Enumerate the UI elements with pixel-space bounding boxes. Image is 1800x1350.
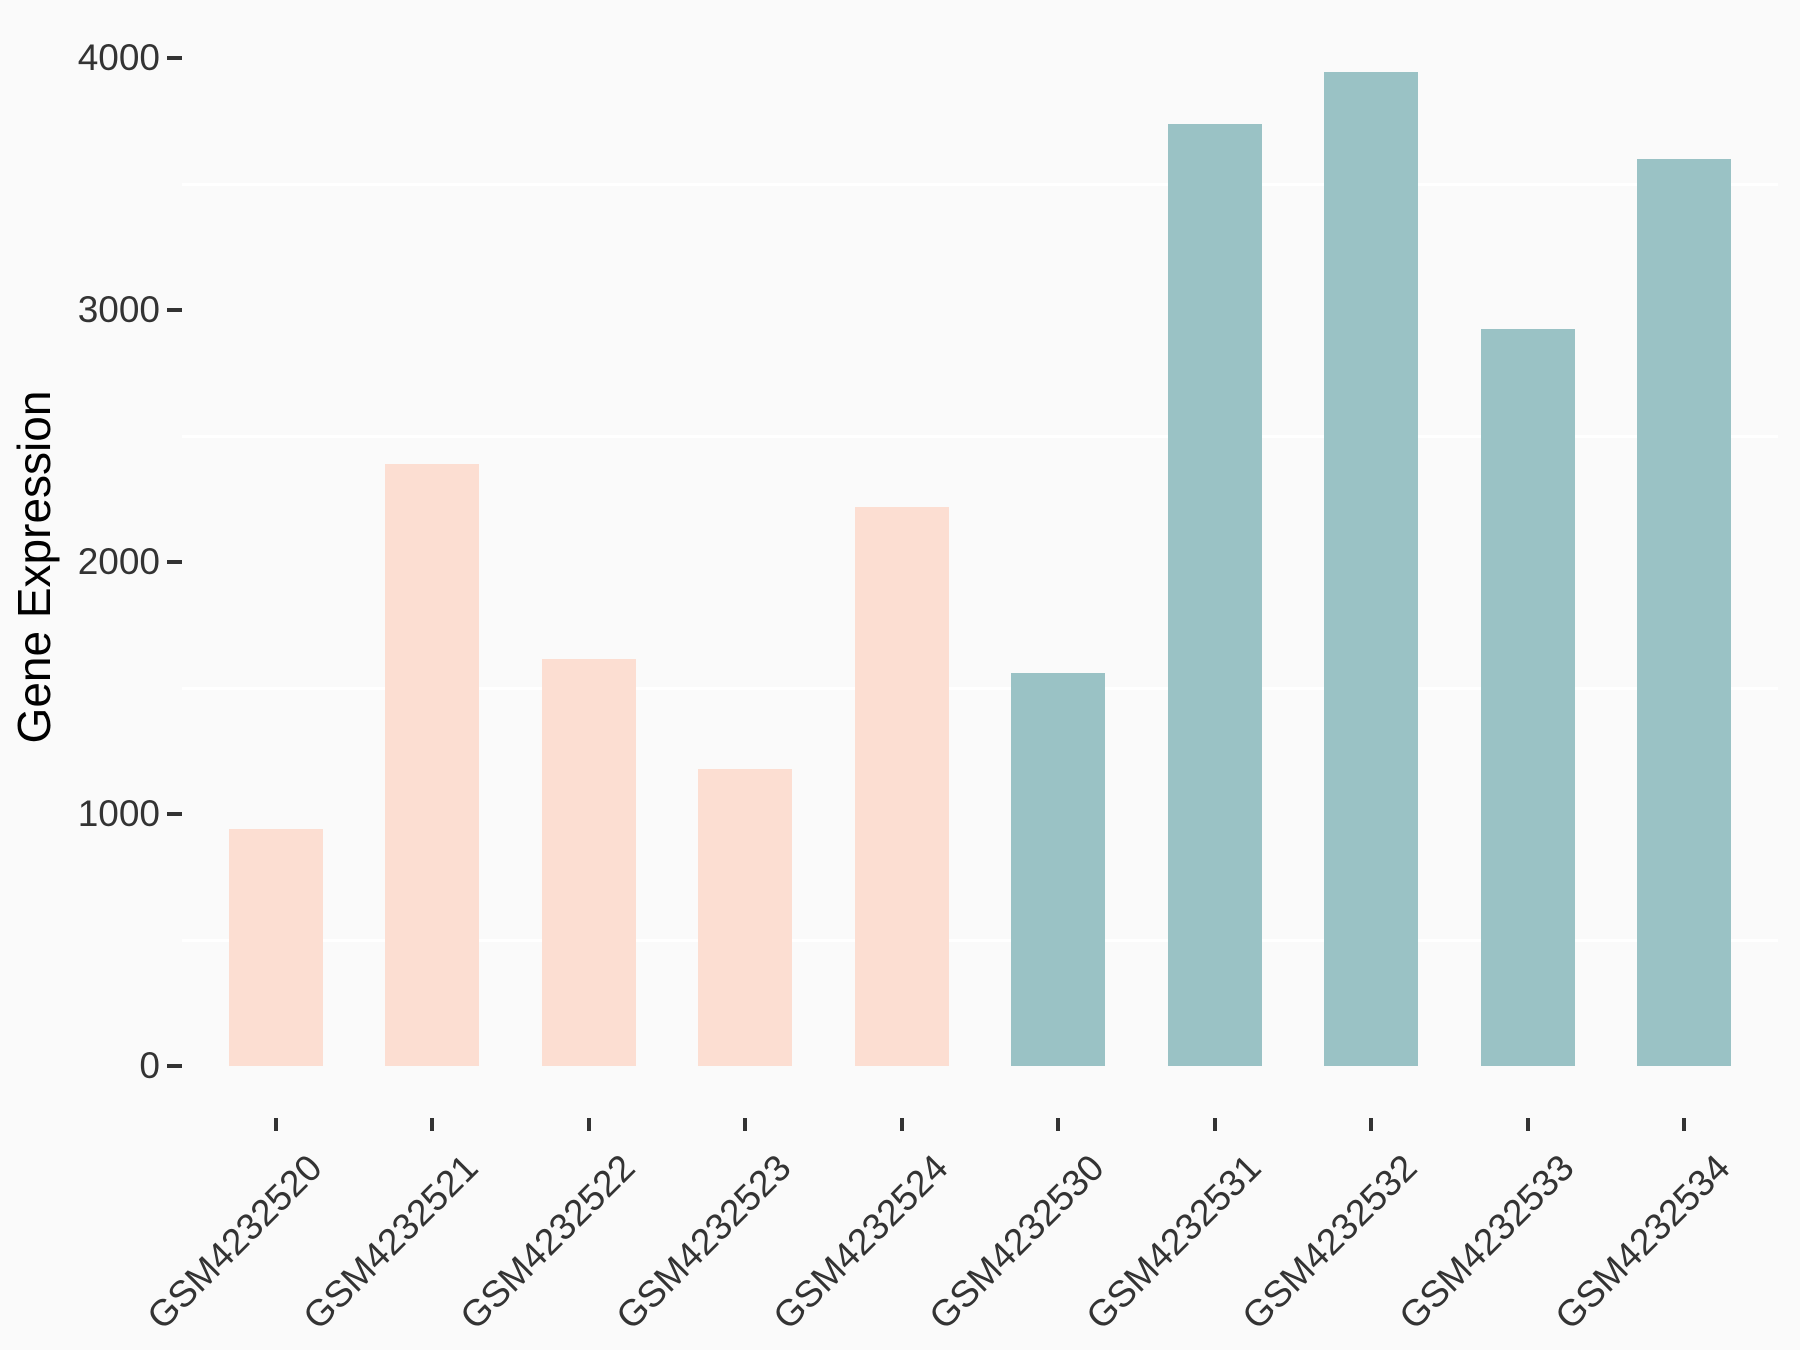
x-axis-tick (1369, 1118, 1373, 1131)
bar-GSM4232524 (854, 506, 949, 1066)
y-axis-tick (167, 560, 182, 564)
y-axis-tick (167, 1064, 182, 1068)
y-axis-tick (167, 56, 182, 60)
x-axis-tick (430, 1118, 434, 1131)
x-axis-tick (586, 1118, 591, 1131)
bar-GSM4232520 (228, 829, 323, 1066)
x-axis-tick (1056, 1118, 1060, 1131)
x-axis-tick (1525, 1118, 1530, 1131)
y-axis-tick-label: 1000 (77, 793, 160, 834)
y-axis-tick (167, 812, 182, 816)
x-axis-tick (743, 1118, 747, 1131)
y-axis-tick-label: 3000 (77, 289, 160, 330)
x-axis-tick (1682, 1118, 1686, 1131)
x-axis-tick (273, 1118, 278, 1131)
bar-GSM4232531 (1167, 123, 1262, 1066)
bar-GSM4232534 (1637, 158, 1731, 1066)
y-axis-tick-label: 0 (139, 1045, 160, 1086)
y-minor-gridline (182, 686, 1778, 690)
y-axis-tick-label: 4000 (77, 37, 160, 78)
bar-GSM4232530 (1011, 672, 1105, 1066)
y-minor-gridline (182, 182, 1778, 186)
y-minor-gridline (182, 434, 1778, 438)
y-minor-gridline (182, 938, 1778, 942)
bar-GSM4232533 (1480, 328, 1575, 1066)
bar-GSM4232532 (1324, 71, 1418, 1066)
bar-GSM4232521 (385, 463, 479, 1066)
bar-GSM4232522 (541, 659, 636, 1066)
y-axis-tick-label: 2000 (77, 541, 160, 582)
y-axis-tick (167, 308, 182, 312)
x-axis-tick (1212, 1118, 1217, 1131)
bar-GSM4232523 (698, 768, 792, 1066)
x-axis-tick (899, 1118, 904, 1131)
